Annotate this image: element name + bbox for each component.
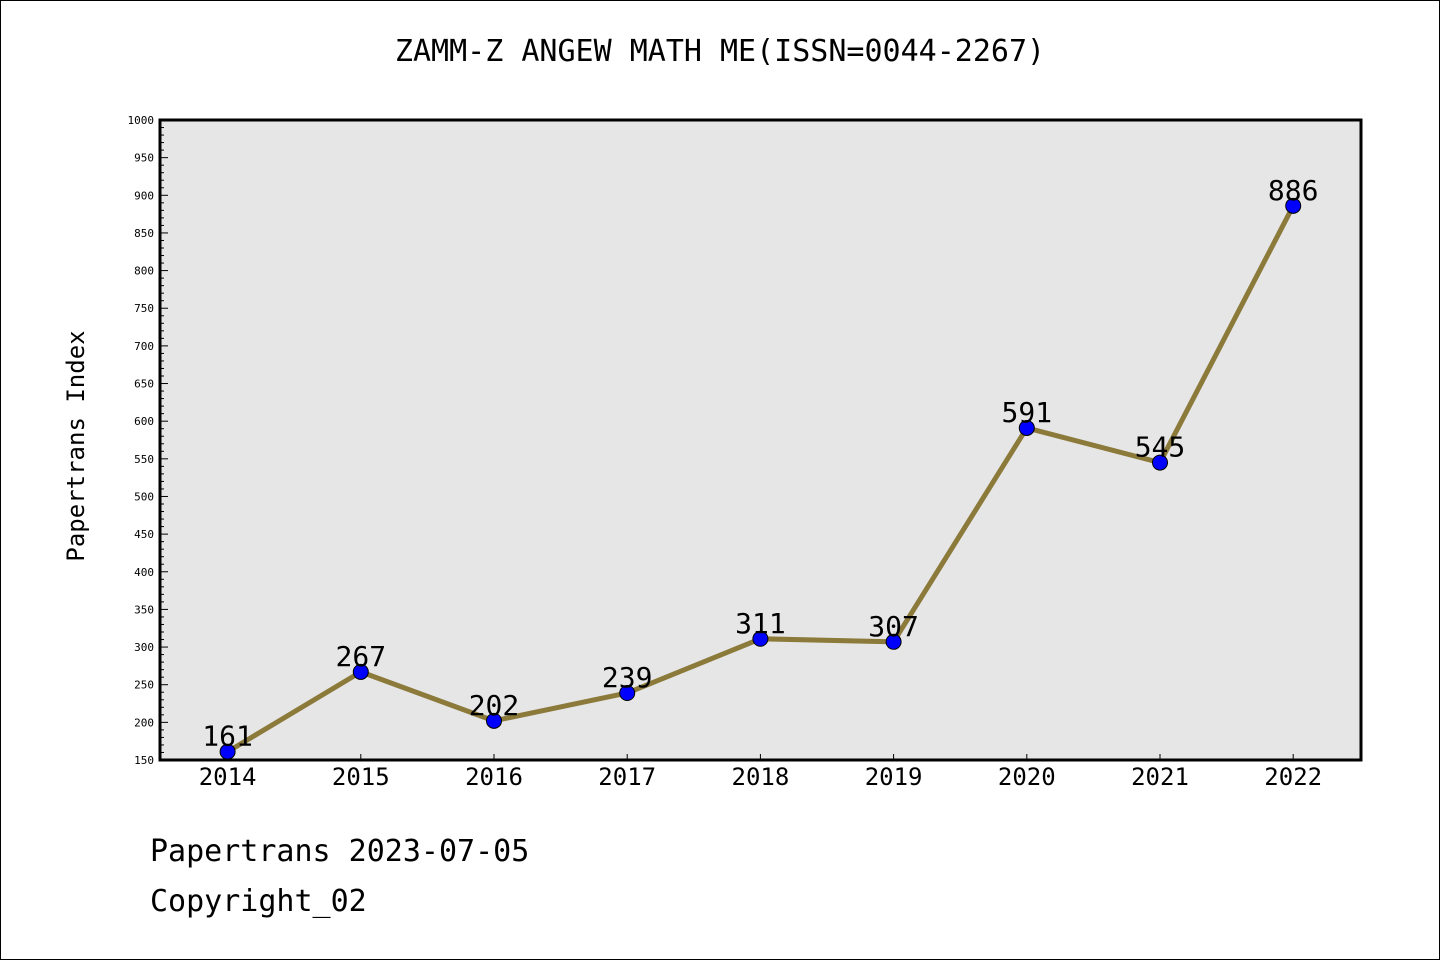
y-tick-label: 550 <box>134 453 154 466</box>
data-point <box>352 663 369 680</box>
y-tick-label: 250 <box>134 679 154 692</box>
data-point <box>752 630 769 647</box>
y-tick-label: 800 <box>134 265 154 278</box>
x-tick-label: 2016 <box>465 763 523 791</box>
y-tick-label: 500 <box>134 490 154 503</box>
y-tick-label: 200 <box>134 716 154 729</box>
data-label: 239 <box>602 661 653 694</box>
x-tick-label: 2022 <box>1264 763 1322 791</box>
y-tick-label: 300 <box>134 641 154 654</box>
data-point <box>486 712 502 729</box>
data-label: 886 <box>1268 174 1319 207</box>
y-tick-label: 900 <box>134 189 154 202</box>
chart-title: ZAMM-Z ANGEW MATH ME(ISSN=0044-2267) <box>394 34 1046 69</box>
data-point <box>1018 419 1035 436</box>
plot-area <box>160 120 1361 760</box>
data-point <box>885 633 902 650</box>
y-tick-label: 1000 <box>128 114 155 127</box>
y-tick-label: 150 <box>134 754 154 767</box>
y-tick-label: 650 <box>134 378 154 391</box>
y-tick-label: 600 <box>134 415 154 428</box>
y-tick-label: 850 <box>134 227 154 240</box>
data-label: 545 <box>1135 431 1186 464</box>
footer-date: Papertrans 2023-07-05 <box>150 834 530 869</box>
x-tick-label: 2021 <box>1131 763 1189 791</box>
data-label: 591 <box>1002 396 1053 429</box>
data-labels: 161 267 202 239 311 307 591 545 886 <box>202 174 1318 753</box>
data-label: 161 <box>202 720 253 753</box>
y-tick-label: 450 <box>134 528 154 541</box>
y-tick-label: 350 <box>134 603 154 616</box>
y-tick-label: 950 <box>134 152 154 165</box>
footer-copyright: Copyright_02 <box>150 884 367 919</box>
y-tick-label: 750 <box>134 302 154 315</box>
data-point <box>1285 197 1302 214</box>
y-tick-label: 400 <box>134 566 154 579</box>
x-tick-label: 2020 <box>998 763 1056 791</box>
y-tick-label: 700 <box>134 340 154 353</box>
data-label: 202 <box>469 689 520 722</box>
data-label: 311 <box>735 607 786 640</box>
data-point <box>1152 454 1168 471</box>
data-label: 307 <box>868 610 919 643</box>
x-tick-label: 2015 <box>332 763 390 791</box>
x-tick-label: 2018 <box>732 763 790 791</box>
x-tick-label: 2017 <box>598 763 656 791</box>
data-points <box>219 197 1302 760</box>
plot-border <box>158 118 1363 762</box>
x-tick-label: 2014 <box>199 763 257 791</box>
x-tick-label: 2019 <box>865 763 923 791</box>
x-axis-ticks: 2014 2015 2016 2017 2018 2019 2020 2021 2022 <box>199 754 1322 791</box>
data-label: 267 <box>336 640 387 673</box>
data-point <box>619 684 636 701</box>
